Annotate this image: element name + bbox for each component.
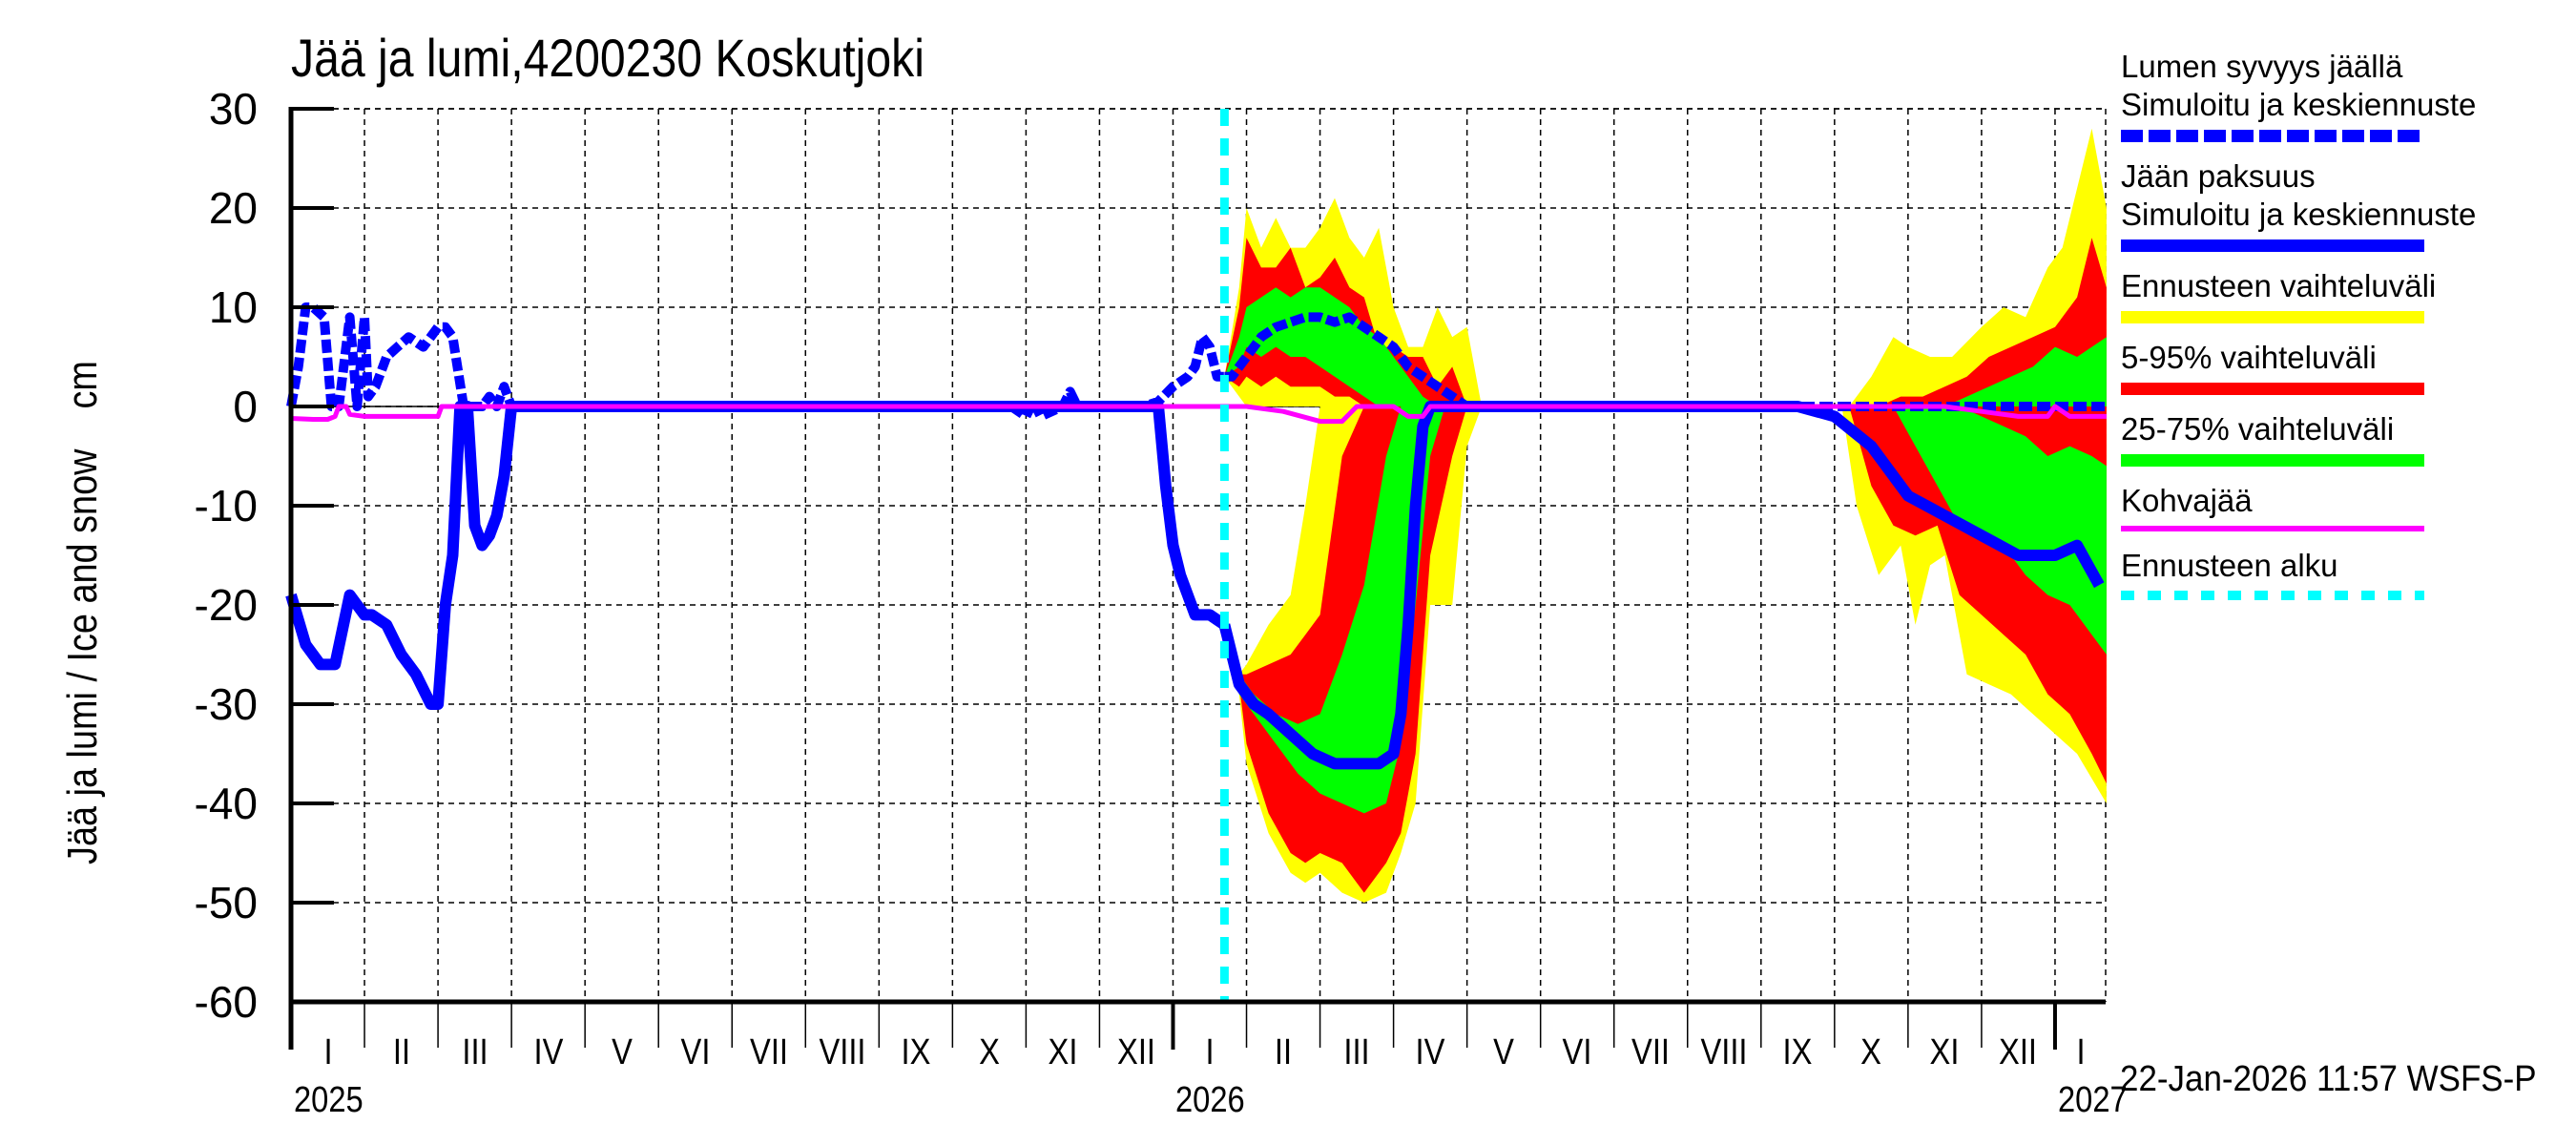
legend-label: Ennusteen alku: [2121, 548, 2338, 583]
legend-swatch-solid-blue: [2121, 239, 2424, 252]
legend-label: Jään paksuus: [2121, 158, 2316, 194]
legend-swatch-cyan-dotted: [2121, 591, 2424, 600]
legend-item-slush-ice: Kohvajää: [2121, 482, 2569, 531]
y-tick-label: -10: [194, 481, 258, 531]
y-tick-label: 30: [208, 84, 258, 134]
band: [1893, 406, 2107, 655]
legend-label: 5-95% vaihteluväli: [2121, 340, 2377, 375]
month-label: XII: [1116, 1032, 1155, 1072]
month-label: XII: [1999, 1032, 2038, 1072]
legend-swatch-dashed-blue: [2121, 130, 2424, 142]
legend-item-25-75: 25-75% vaihteluväli: [2121, 410, 2569, 467]
month-label: II: [392, 1032, 410, 1072]
month-label: V: [611, 1032, 633, 1072]
legend-swatch-green: [2121, 454, 2424, 467]
legend-item-forecast-start: Ennusteen alku: [2121, 547, 2569, 600]
legend-swatch-yellow: [2121, 311, 2424, 323]
month-label: VIII: [819, 1032, 866, 1072]
legend-label: Lumen syvyys jäällä: [2121, 49, 2403, 84]
month-label: IX: [1782, 1032, 1813, 1072]
month-label: I: [1205, 1032, 1215, 1072]
band: [1224, 406, 1445, 814]
legend-item-forecast-range: Ennusteen vaihteluväli: [2121, 267, 2569, 323]
month-label: VII: [749, 1032, 788, 1072]
legend-item-ice-thickness: Jään paksuus Simuloitu ja keskiennuste: [2121, 157, 2569, 252]
y-tick-label: -20: [194, 580, 258, 630]
band: [1922, 337, 2107, 406]
month-label: IV: [533, 1032, 564, 1072]
month-label: VII: [1631, 1032, 1671, 1072]
y-tick-label: -60: [194, 977, 258, 1027]
y-tick-label: -40: [194, 779, 258, 828]
month-label: III: [461, 1032, 488, 1072]
band: [1224, 287, 1438, 406]
legend-label: Ennusteen vaihteluväli: [2121, 268, 2437, 303]
y-tick-label: -50: [194, 878, 258, 927]
month-label: XI: [1048, 1032, 1078, 1072]
year-label: 2026: [1175, 1080, 1246, 1120]
y-tick-label: 10: [208, 282, 258, 332]
year-label: 2025: [294, 1080, 364, 1120]
legend-item-snow-depth: Lumen syvyys jäällä Simuloitu ja keskien…: [2121, 48, 2569, 142]
y-axis-label: Jää ja lumi / Ice and snow cm: [59, 361, 106, 864]
y-tick-label: -30: [194, 679, 258, 729]
legend-sublabel: Simuloitu ja keskiennuste: [2121, 197, 2477, 232]
data-series: [285, 302, 2107, 770]
grid-lines: [291, 108, 2107, 1003]
month-label: IX: [901, 1032, 931, 1072]
legend-label: Kohvajää: [2121, 483, 2253, 518]
legend-item-5-95: 5-95% vaihteluväli: [2121, 339, 2569, 395]
month-label: VIII: [1700, 1032, 1748, 1072]
month-label: IV: [1415, 1032, 1445, 1072]
timestamp: 22-Jan-2026 11:57 WSFS-P: [2120, 1059, 2537, 1099]
month-label: V: [1493, 1032, 1515, 1072]
month-label: X: [1860, 1032, 1882, 1072]
legend-swatch-red: [2121, 383, 2424, 395]
legend-swatch-magenta: [2121, 526, 2424, 531]
month-label: X: [978, 1032, 1000, 1072]
month-label: I: [322, 1032, 333, 1072]
forecast-bands: [1224, 128, 2107, 903]
month-label: XI: [1929, 1032, 1960, 1072]
month-label: I: [2076, 1032, 2086, 1072]
y-tick-label: 20: [208, 183, 258, 233]
year-label: 2027: [2057, 1080, 2128, 1120]
legend-sublabel: Simuloitu ja keskiennuste: [2121, 87, 2477, 122]
month-label: II: [1274, 1032, 1293, 1072]
legend-label: 25-75% vaihteluväli: [2121, 411, 2395, 447]
y-tick-label: 0: [233, 382, 258, 431]
chart-title: Jää ja lumi,4200230 Koskutjoki: [291, 28, 924, 88]
legend: Lumen syvyys jäällä Simuloitu ja keskien…: [2121, 48, 2569, 615]
month-label: III: [1343, 1032, 1370, 1072]
month-label: VI: [680, 1032, 711, 1072]
axes: [288, 107, 2106, 1050]
month-label: VI: [1562, 1032, 1592, 1072]
